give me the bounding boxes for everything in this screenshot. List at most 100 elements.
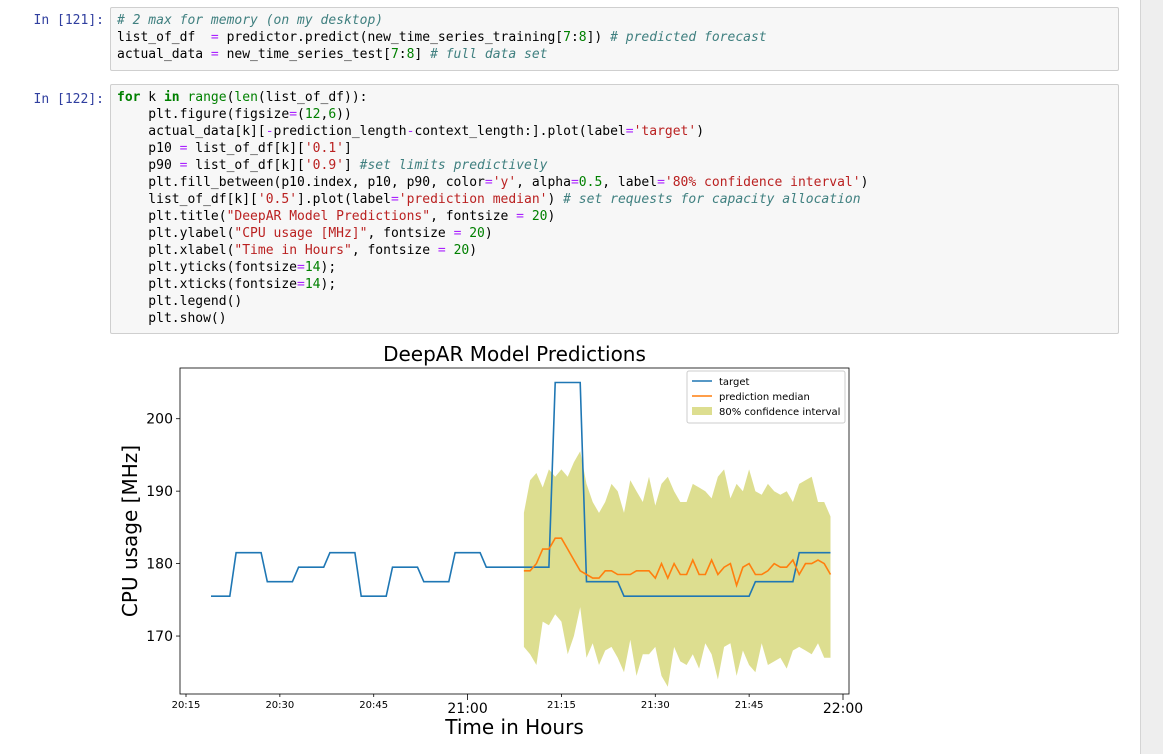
code-token: for [117,90,141,105]
code-token: '80% confidence interval' [664,175,861,190]
code-token: = [210,30,219,45]
code-token: "Time in Hours" [234,243,352,258]
code-token: p90 [117,158,180,173]
code-token: # predicted forecast [610,30,767,45]
code-token: 20 [531,209,548,224]
code-line[interactable]: plt.yticks(fontsize=14); [117,259,1112,276]
code-token: # set requests for capacity allocation [563,192,861,207]
code-token: ) [469,243,478,258]
code-line[interactable]: actual_data[k][-prediction_length-contex… [117,123,1112,140]
code-token: new_time_series_test[ [218,47,391,62]
code-line[interactable]: plt.legend() [117,293,1112,310]
code-token: ) [696,124,705,139]
x-tick-label: 21:00 [447,701,487,717]
code-token: list_of_df[k][ [187,141,305,156]
code-token: 14 [304,277,321,292]
code-token: ); [320,277,337,292]
code-token: = [453,226,462,241]
code-line[interactable]: plt.show() [117,310,1112,327]
code-token: ]) [586,30,611,45]
code-token: list_of_df[k][ [117,192,258,207]
code-token: 0.5 [578,175,603,190]
code-token: : [398,47,407,62]
x-tick-label: 20:30 [265,700,294,711]
x-tick-label: 21:45 [735,700,764,711]
code-line[interactable]: list_of_df = predictor.predict(new_time_… [117,29,1112,46]
code-token: 'target' [633,124,697,139]
scrollbar-track[interactable] [1140,0,1141,754]
code-line[interactable]: plt.xlabel("Time in Hours", fontsize = 2… [117,242,1112,259]
code-token: '0.1' [304,141,344,156]
code-token: ) [860,175,869,190]
code-editor[interactable]: # 2 max for memory (on my desktop) list_o… [110,7,1119,71]
code-token: = [390,192,399,207]
code-token: p10 [117,141,180,156]
code-token: prediction_length [273,124,407,139]
code-token: - [265,124,274,139]
code-token: ] [344,141,352,156]
code-token: plt.xticks(fontsize [117,277,298,292]
cell-output: DeepAR Model Predictions 170 180 190 200 20:1… [110,338,870,754]
code-token: , label [602,175,658,190]
code-text[interactable]: for k in range(len(list_of_df)): plt.fig… [117,89,1112,327]
code-token: 7 [390,47,399,62]
x-tick-label: 21:15 [547,700,576,711]
code-token: = [437,243,446,258]
code-token: 8 [578,30,587,45]
code-token: plt.yticks(fontsize [117,260,298,275]
code-token: actual_data[k][ [117,124,266,139]
code-token: : [570,30,579,45]
code-token [446,243,454,258]
series-line-target [211,381,831,598]
y-tick-label: 180 [146,557,173,573]
code-line[interactable]: for k in range(len(list_of_df)): [117,89,1112,106]
code-token: plt.fill_between(p10.index, p10, p90, co… [117,175,485,190]
y-tick-label: 190 [146,484,173,500]
code-editor[interactable]: for k in range(len(list_of_df)): plt.fig… [110,84,1119,334]
code-token: 6 [328,107,337,122]
code-line[interactable]: plt.figure(figsize=(12,6)) [117,106,1112,123]
code-token: actual_data [117,47,211,62]
chart: DeepAR Model Predictions 170 180 190 200 20:1… [118,342,863,739]
code-line[interactable]: list_of_df[k]['0.5'].plot(label='predict… [117,191,1112,208]
code-line[interactable]: plt.title("DeepAR Model Predictions", fo… [117,208,1112,225]
series-line-prediction-median [523,537,832,588]
code-token: ) [547,192,564,207]
code-line[interactable]: plt.fill_between(p10.index, p10, p90, co… [117,174,1112,191]
code-token: ) [547,209,556,224]
code-token: range [187,90,227,105]
chart-title: DeepAR Model Predictions [383,342,646,366]
legend [686,370,846,424]
code-token: len [234,90,258,105]
code-token: ] [414,47,431,62]
code-token: , fontsize [351,243,438,258]
code-token: k [140,90,164,105]
code-token: ( [297,107,305,122]
code-token: ( [226,90,235,105]
code-line[interactable]: actual_data = new_time_series_test[7:8] … [117,46,1112,63]
code-text[interactable]: # 2 max for memory (on my desktop) list_o… [117,12,1112,63]
code-token: 20 [453,243,470,258]
code-line[interactable]: p90 = list_of_df[k]['0.9'] #set limits p… [117,157,1112,174]
code-token: plt.show() [117,311,227,326]
code-line[interactable]: p10 = list_of_df[k]['0.1'] [117,140,1112,157]
code-token: 14 [304,260,321,275]
code-token: list_of_df [117,30,211,45]
code-token: 20 [469,226,485,241]
code-token: "DeepAR Model Predictions" [226,209,431,224]
code-token: context_length:].plot(label [414,124,626,139]
code-line[interactable]: plt.ylabel("CPU usage [MHz]", fontsize =… [117,225,1112,242]
legend-label: 80% confidence interval [719,407,840,418]
legend-label: prediction median [719,392,810,403]
x-tick-label: 20:45 [359,700,388,711]
legend-swatch [692,407,712,415]
y-tick-label: 170 [146,629,173,645]
code-token: = [297,260,305,275]
code-line[interactable]: plt.xticks(fontsize=14); [117,276,1112,293]
y-tick-label: 200 [146,412,173,428]
code-token: (list_of_df)): [257,90,368,105]
code-token: 12 [304,107,321,122]
code-line[interactable]: # 2 max for memory (on my desktop) [117,12,1112,29]
code-token: 8 [406,47,415,62]
